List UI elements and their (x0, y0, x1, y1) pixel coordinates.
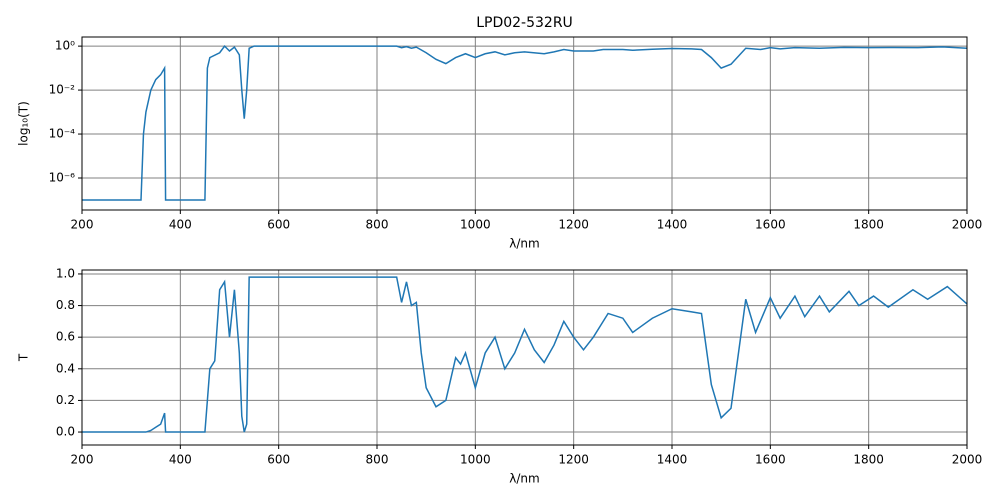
x-tick-label: 1200 (558, 453, 589, 467)
y-tick-label: 10⁰ (55, 39, 75, 53)
y-tick-label: 1.0 (56, 266, 75, 280)
x-tick-label: 800 (366, 218, 389, 232)
x-tick-label: 1200 (558, 218, 589, 232)
x-tick-label: 1600 (755, 218, 786, 232)
y-tick-label: 0.6 (56, 330, 75, 344)
x-tick-label: 400 (169, 453, 192, 467)
x-tick-label: 800 (366, 453, 389, 467)
x-tick-label: 400 (169, 218, 192, 232)
x-axis-label: λ/nm (509, 237, 539, 251)
x-tick-label: 2000 (952, 218, 983, 232)
x-axis-label: λ/nm (509, 472, 539, 486)
y-tick-label: 10⁻² (49, 83, 76, 97)
y-tick-label: 0.4 (56, 361, 75, 375)
x-tick-label: 600 (267, 218, 290, 232)
x-tick-label: 200 (71, 218, 94, 232)
x-tick-label: 2000 (952, 453, 983, 467)
y-axis-label: T (17, 353, 31, 362)
x-tick-label: 1800 (853, 453, 884, 467)
chart-title: LPD02-532RU (476, 15, 573, 31)
x-tick-label: 600 (267, 453, 290, 467)
y-axis-label: log₁₀(T) (17, 101, 31, 146)
x-tick-label: 1800 (853, 218, 884, 232)
y-tick-label: 0.0 (56, 425, 75, 439)
x-tick-label: 1400 (657, 218, 688, 232)
x-tick-label: 1000 (460, 218, 491, 232)
x-tick-label: 1000 (460, 453, 491, 467)
x-tick-label: 1400 (657, 453, 688, 467)
y-tick-label: 10⁻⁶ (49, 170, 76, 184)
y-tick-label: 0.8 (56, 298, 75, 312)
y-tick-label: 0.2 (56, 393, 75, 407)
data-line (82, 276, 967, 433)
y-tick-label: 10⁻⁴ (49, 127, 76, 141)
x-tick-label: 200 (71, 453, 94, 467)
x-tick-label: 1600 (755, 453, 786, 467)
plot-frame (81, 36, 968, 211)
plot-frame (81, 269, 968, 446)
data-line (82, 44, 967, 201)
